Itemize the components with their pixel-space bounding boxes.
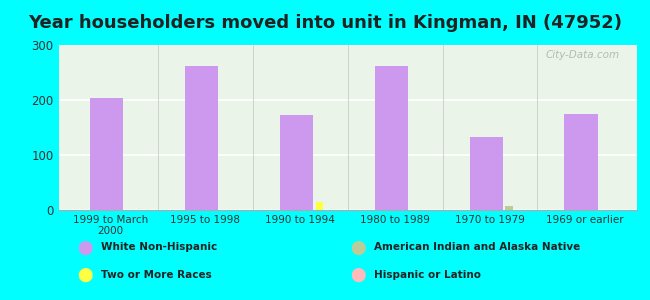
Bar <box>505 206 513 210</box>
Bar <box>280 116 313 210</box>
Text: ⬤: ⬤ <box>77 267 92 282</box>
Text: American Indian and Alaska Native: American Indian and Alaska Native <box>374 242 580 253</box>
Bar <box>564 114 597 210</box>
Text: ⬤: ⬤ <box>77 240 92 255</box>
Text: Year householders moved into unit in Kingman, IN (47952): Year householders moved into unit in Kin… <box>28 14 622 32</box>
Text: ⬤: ⬤ <box>350 240 365 255</box>
Text: ⬤: ⬤ <box>350 267 365 282</box>
Text: Two or More Races: Two or More Races <box>101 269 211 280</box>
Text: City-Data.com: City-Data.com <box>545 50 619 60</box>
Bar <box>90 98 124 210</box>
Text: Hispanic or Latino: Hispanic or Latino <box>374 269 481 280</box>
Bar <box>185 66 218 210</box>
Bar <box>469 137 503 210</box>
Bar <box>375 66 408 210</box>
Bar <box>315 202 323 210</box>
Text: White Non-Hispanic: White Non-Hispanic <box>101 242 217 253</box>
